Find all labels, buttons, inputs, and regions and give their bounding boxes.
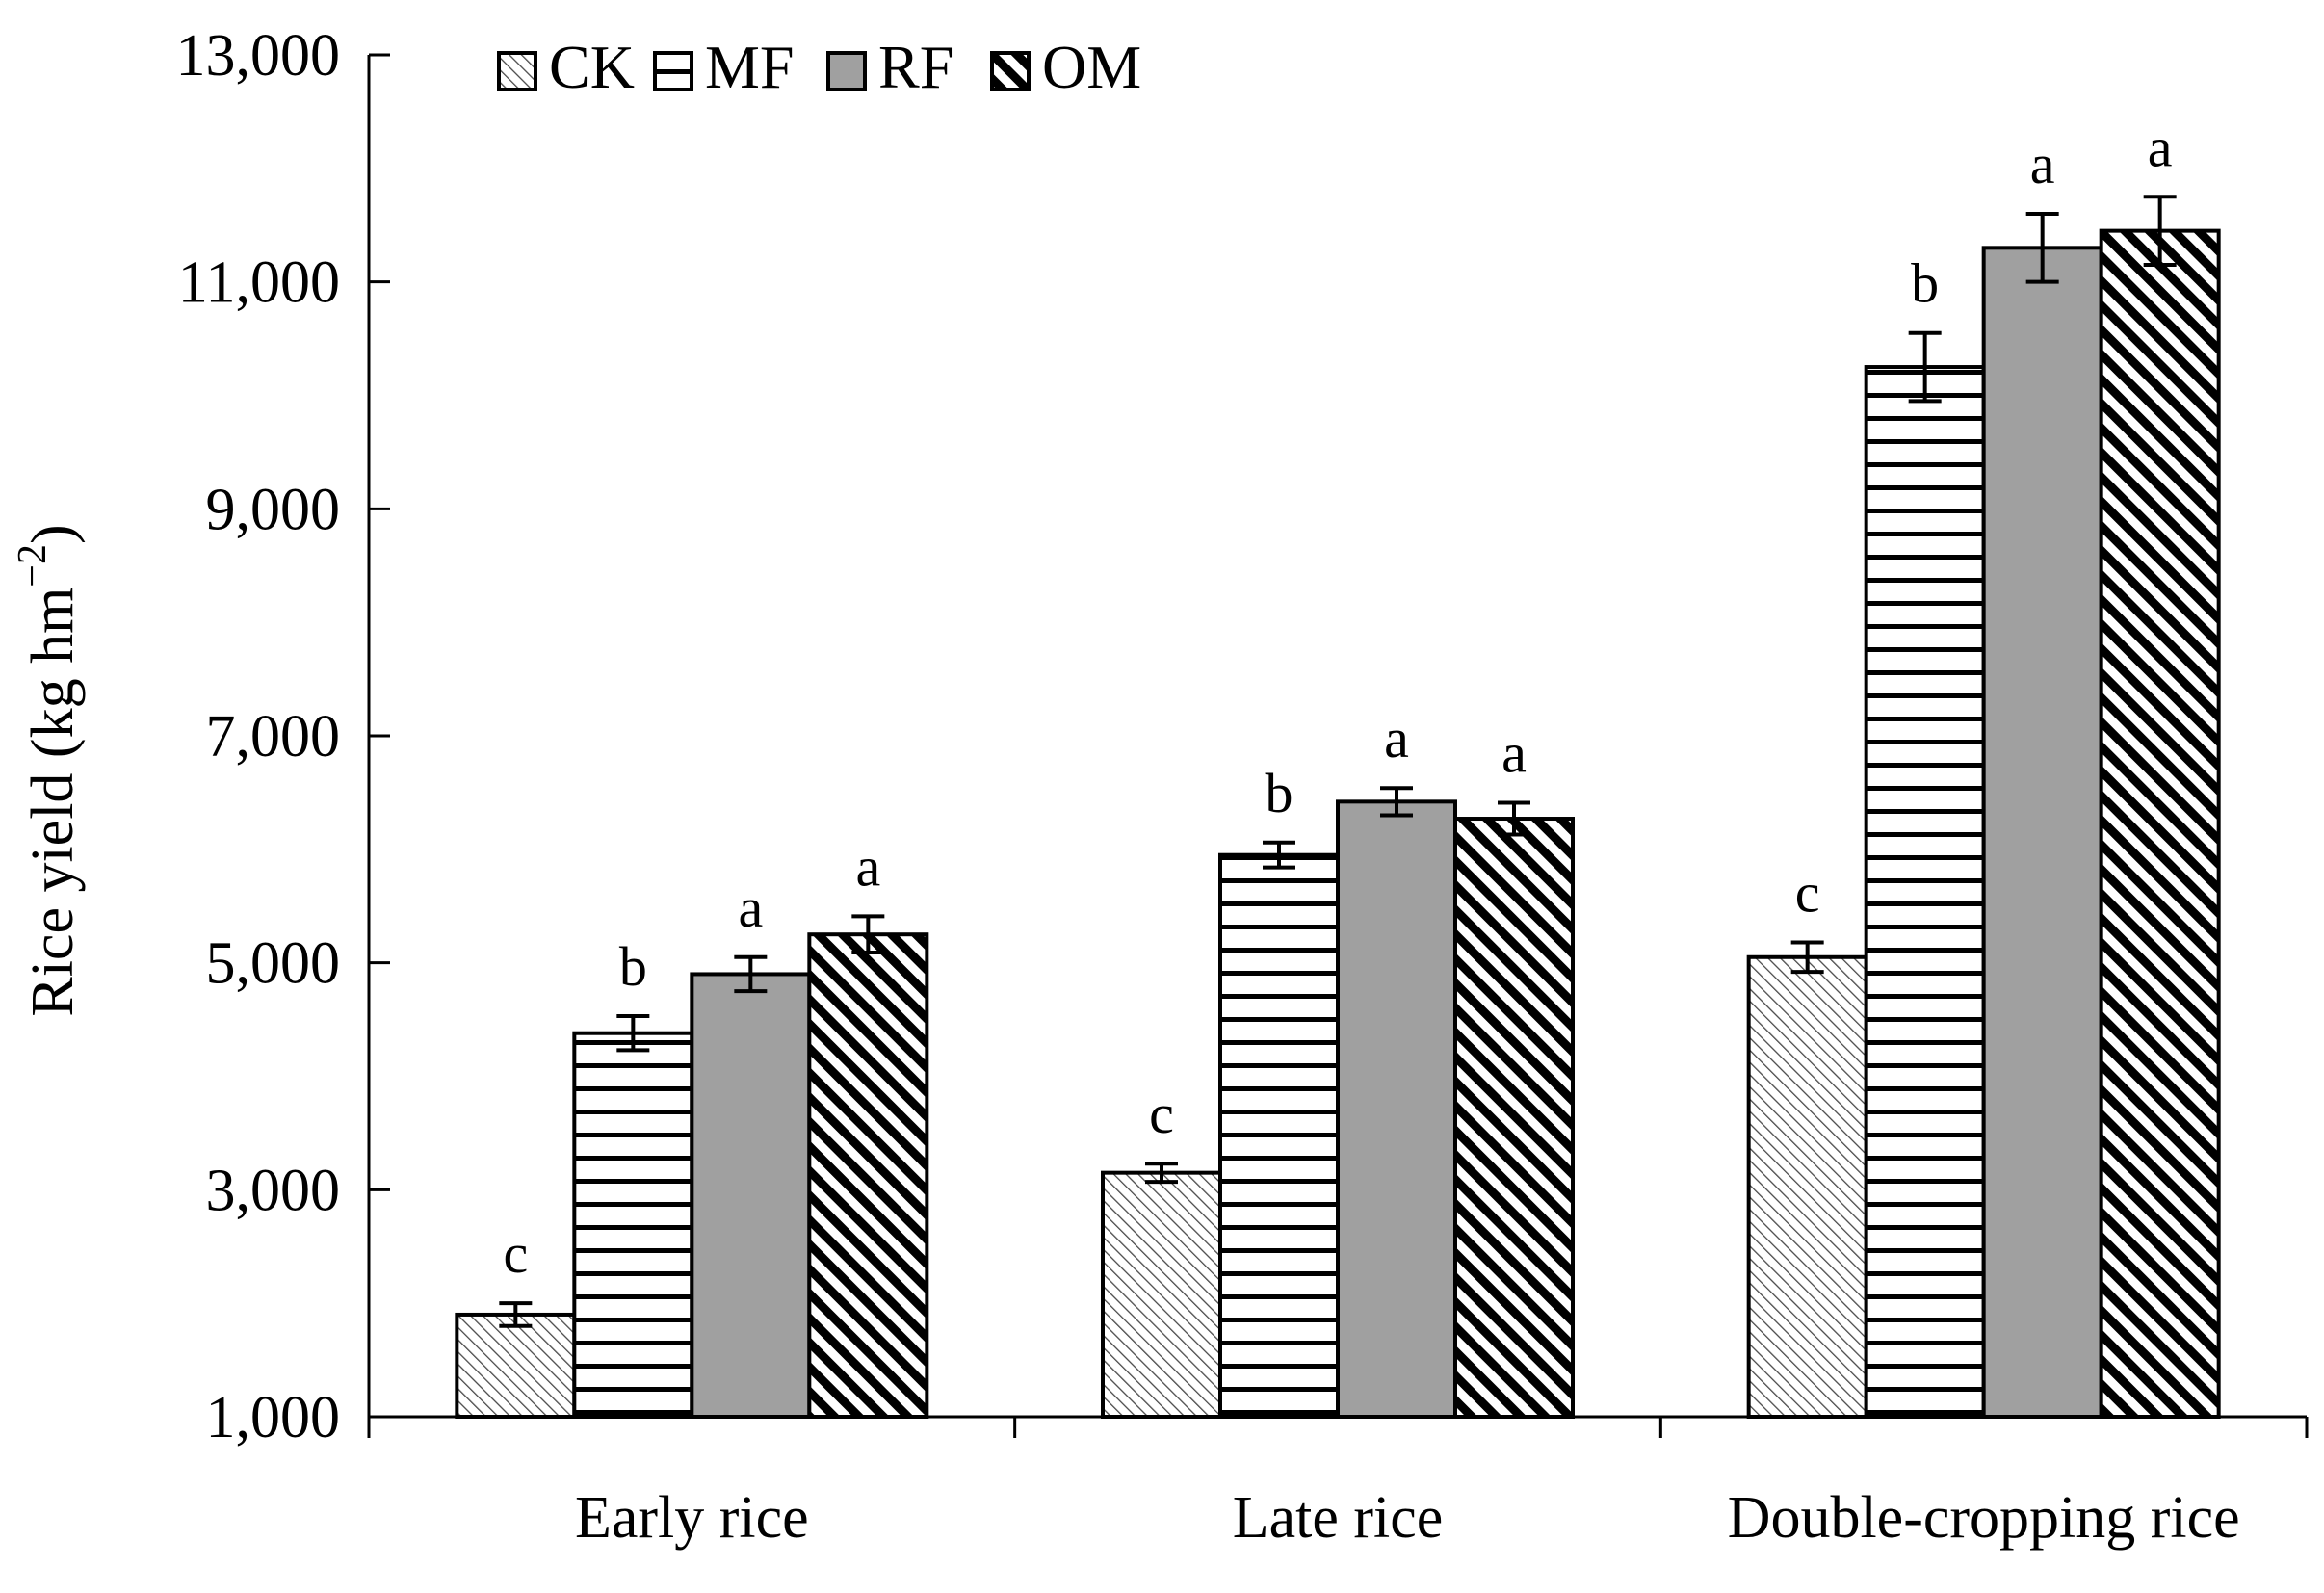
y-tick-label: 7,000 (206, 704, 341, 770)
significance-letter: a (738, 876, 763, 939)
significance-letter: c (1149, 1083, 1174, 1145)
bar-om (2099, 228, 2221, 1419)
bar-rf (690, 972, 812, 1419)
bar-ck (455, 1312, 577, 1419)
significance-letter: a (855, 835, 880, 898)
x-category-label: Early rice (575, 1485, 809, 1551)
significance-letter: c (503, 1222, 528, 1285)
legend-label: RF (878, 33, 953, 101)
significance-letter: b (1266, 762, 1293, 824)
significance-letter: a (1501, 722, 1527, 785)
bar-om (807, 932, 929, 1419)
bar-ck (1746, 954, 1868, 1420)
legend-swatch-mf (653, 51, 693, 91)
significance-letter: a (2030, 133, 2055, 196)
bar-mf (572, 1031, 694, 1420)
y-tick-label: 5,000 (206, 931, 341, 997)
bar-rf (1981, 246, 2103, 1420)
legend-label: MF (705, 33, 795, 101)
x-category-label: Double-cropping rice (1728, 1485, 2240, 1551)
legend-swatch-ck (497, 51, 537, 91)
y-tick-label: 9,000 (206, 477, 341, 542)
significance-letter: b (619, 935, 647, 998)
y-tick-label: 1,000 (206, 1385, 341, 1450)
y-axis: 1,000 3,000 5,000 7,000 9,000 11,000 13,000 (176, 23, 390, 1450)
significance-letters: c c c b b b a a a a a a (503, 116, 2172, 1285)
bar-om (1453, 817, 1575, 1419)
y-axis-title: Rice yield (kg hm−2) (11, 524, 86, 1016)
significance-letter: a (1384, 707, 1409, 770)
error-bars (499, 195, 2177, 1328)
bar-mf (1864, 365, 1986, 1420)
x-category-label: Late rice (1233, 1485, 1444, 1551)
legend: CK MF RF OM (497, 33, 1141, 101)
legend-label: OM (1042, 33, 1141, 101)
legend-swatch-om (990, 51, 1031, 91)
legend-swatch-rf (826, 51, 867, 91)
y-tick-label: 3,000 (206, 1158, 341, 1223)
bar-ck (1101, 1170, 1222, 1419)
significance-letter: c (1795, 861, 1820, 924)
y-tick-label: 13,000 (176, 23, 341, 89)
bar-mf (1218, 852, 1340, 1419)
bars (455, 228, 2221, 1420)
legend-label: CK (549, 33, 635, 101)
bar-rf (1336, 799, 1457, 1419)
significance-letter: a (2148, 116, 2173, 178)
significance-letter: b (1911, 252, 1939, 315)
x-axis: Early rice Late rice Double-cropping rice (367, 1415, 2309, 1551)
y-tick-label: 11,000 (178, 250, 340, 316)
